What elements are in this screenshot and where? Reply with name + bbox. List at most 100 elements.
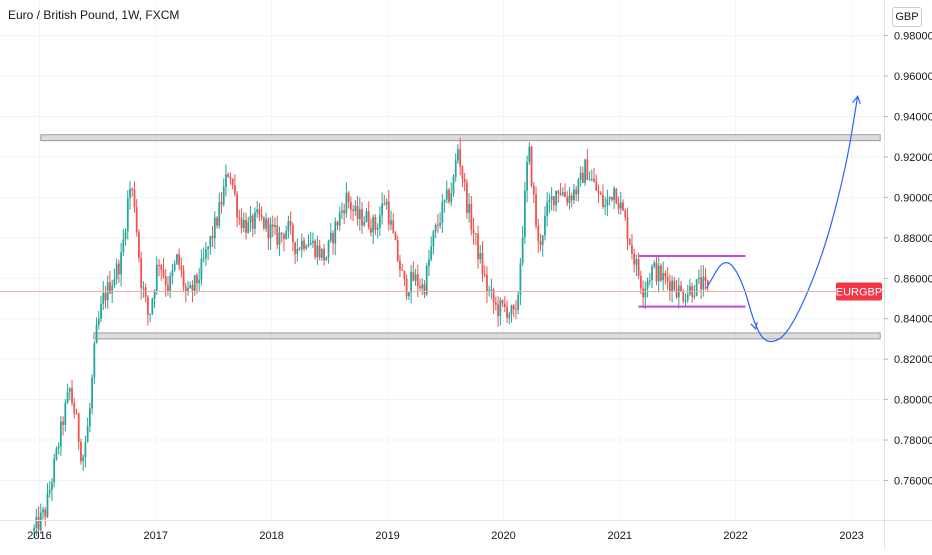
candle-body — [597, 190, 600, 193]
candle-body — [414, 274, 417, 281]
candle-body — [222, 186, 225, 205]
candle-body — [320, 248, 323, 258]
candle-body — [593, 178, 595, 182]
projection-arrowhead — [852, 95, 861, 105]
candle-body — [541, 235, 544, 245]
candle-body — [428, 259, 430, 266]
candle-body — [138, 232, 140, 259]
candle-body — [644, 288, 647, 298]
candle-body — [608, 196, 611, 199]
y-tick-label: 0.90000 — [894, 192, 932, 204]
candle-body — [198, 279, 201, 284]
candle-body — [604, 205, 607, 207]
candle-body — [515, 309, 517, 311]
candle-body — [655, 262, 658, 282]
candle-body — [497, 304, 500, 316]
candle-body — [113, 279, 116, 286]
candle-body — [249, 215, 252, 222]
candle-body — [477, 233, 479, 260]
candle-body — [646, 281, 649, 289]
candle-body — [374, 216, 377, 230]
candle-body — [537, 225, 540, 242]
candle-body — [71, 388, 73, 403]
candle-body — [421, 284, 424, 289]
candle-body — [59, 421, 62, 447]
time-axis: 2016 2017 2018 2019 2020 2021 2022 2023 — [0, 520, 932, 542]
candle-body — [254, 212, 256, 229]
currency-badge[interactable]: GBP — [892, 7, 922, 27]
candle-body — [490, 289, 493, 291]
candle-body — [419, 286, 421, 289]
candle-body — [316, 245, 319, 258]
candle-body — [303, 240, 305, 249]
grid — [0, 0, 884, 520]
candle-body — [441, 201, 444, 223]
candle-body — [686, 293, 689, 300]
candle-body — [577, 179, 580, 195]
candle-body — [668, 281, 671, 292]
candle-body — [423, 284, 426, 295]
candle-body — [702, 276, 705, 290]
candle-body — [111, 285, 114, 294]
candle-body — [510, 305, 513, 315]
candle-body — [488, 290, 491, 292]
candle-body — [338, 212, 341, 226]
candle-body — [149, 313, 152, 315]
candle-body — [468, 203, 471, 213]
candle-body — [517, 294, 520, 310]
candle-body — [521, 237, 524, 264]
candle-body — [262, 217, 265, 229]
candle-body — [392, 220, 395, 234]
candle-body — [512, 305, 515, 310]
candle-body — [494, 302, 497, 305]
price-axis: 0.98000 0.96000 0.94000 0.92000 0.90000 0.880… — [884, 0, 932, 550]
candle-body — [626, 217, 629, 240]
candle-body — [167, 285, 169, 292]
candle-body — [416, 274, 419, 287]
candle-body — [196, 275, 198, 284]
candle-body — [242, 219, 245, 229]
candle-body — [454, 160, 457, 177]
candle-body — [265, 218, 268, 229]
candle-body — [354, 205, 357, 212]
candle-body — [673, 280, 676, 290]
candle-body — [95, 324, 98, 344]
candle-body — [213, 217, 216, 239]
candle-body — [682, 291, 685, 302]
candle-body — [39, 512, 42, 530]
candle-body — [68, 388, 71, 393]
candle-body — [291, 225, 294, 243]
candle-body — [448, 189, 450, 202]
candle-body — [318, 245, 321, 258]
candle-body — [530, 146, 533, 186]
candle-body — [564, 192, 566, 198]
candle-body — [662, 273, 665, 281]
candle-body — [689, 286, 691, 294]
candle-body — [680, 285, 682, 292]
candle-body — [443, 199, 446, 202]
candle-body — [390, 220, 392, 225]
chart-title: Euro / British Pound, 1W, FXCM — [8, 8, 180, 22]
candle-body — [97, 318, 100, 325]
candle-body — [671, 280, 674, 292]
candle-body — [372, 216, 375, 233]
candle-body — [700, 277, 703, 290]
candle-body — [622, 202, 624, 211]
candle-body — [472, 229, 475, 234]
candle-body — [258, 209, 261, 216]
candle-body — [539, 241, 542, 245]
candle-body — [48, 489, 51, 494]
candle-body — [396, 240, 399, 261]
candle-body — [483, 274, 486, 276]
candle-body — [465, 182, 468, 213]
candle-body — [77, 413, 80, 443]
candle-body — [178, 254, 181, 266]
candle-body — [189, 285, 192, 289]
x-tick-label: 2017 — [143, 530, 167, 542]
candle-body — [559, 193, 562, 195]
candle-body — [693, 295, 696, 297]
candle-body — [492, 289, 495, 303]
candle-body — [109, 282, 111, 294]
candle-body — [164, 276, 167, 286]
